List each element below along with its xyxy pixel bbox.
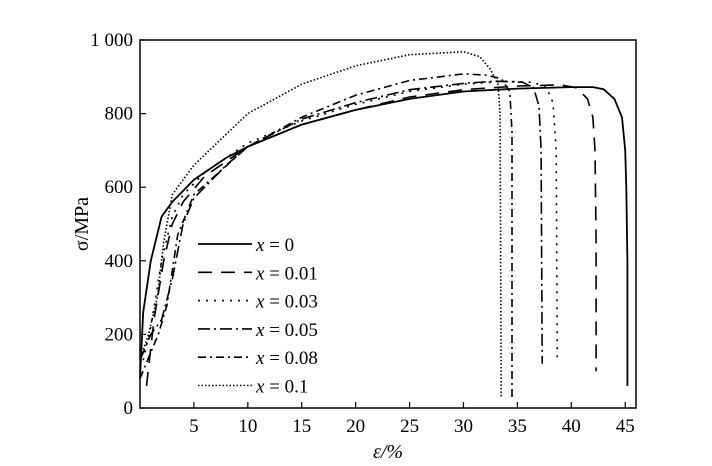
x-tick-label: 45 <box>616 416 635 437</box>
y-tick-label: 1 000 <box>90 30 133 51</box>
series-line <box>139 73 513 397</box>
legend-entry: x = 0.08 <box>255 348 318 369</box>
series-line <box>145 84 597 386</box>
x-tick-label: 35 <box>508 416 527 437</box>
legend-entry: x = 0.03 <box>255 292 318 313</box>
axis-ticks <box>140 39 626 409</box>
x-tick-label: 10 <box>238 416 257 437</box>
legend-entry: x = 0.1 <box>255 377 308 398</box>
y-tick-label: 400 <box>105 251 134 272</box>
y-tick-label: 200 <box>105 324 134 345</box>
series-line <box>139 80 543 364</box>
y-tick-label: 800 <box>105 104 134 125</box>
y-axis-label: σ/MPa <box>71 197 93 251</box>
x-axis-label: ε/% <box>373 441 403 463</box>
series-line <box>142 80 559 361</box>
series-lines <box>139 51 629 398</box>
x-tick-label: 40 <box>562 416 581 437</box>
x-tick-label: 5 <box>189 416 199 437</box>
legend-entry: x = 0 <box>255 235 294 256</box>
x-tick-label: 25 <box>400 416 419 437</box>
legend-entry: x = 0.01 <box>255 263 318 284</box>
y-tick-labels: 0 200 400 600 800 1 000 <box>90 30 133 419</box>
x-tick-label: 30 <box>454 416 473 437</box>
plot-frame <box>139 39 637 409</box>
y-tick-label: 600 <box>105 177 134 198</box>
x-tick-label: 15 <box>292 416 311 437</box>
x-tick-label: 20 <box>346 416 365 437</box>
legend: x = 0 x = 0.01 x = 0.03 x = 0.05 x = 0.08 x =… <box>198 235 318 398</box>
legend-entry: x = 0.05 <box>255 320 318 341</box>
y-tick-label: 0 <box>124 398 134 419</box>
x-tick-labels: 5 10 15 20 25 30 35 40 45 <box>189 416 635 437</box>
series-line <box>141 51 502 398</box>
series-line <box>139 86 629 386</box>
